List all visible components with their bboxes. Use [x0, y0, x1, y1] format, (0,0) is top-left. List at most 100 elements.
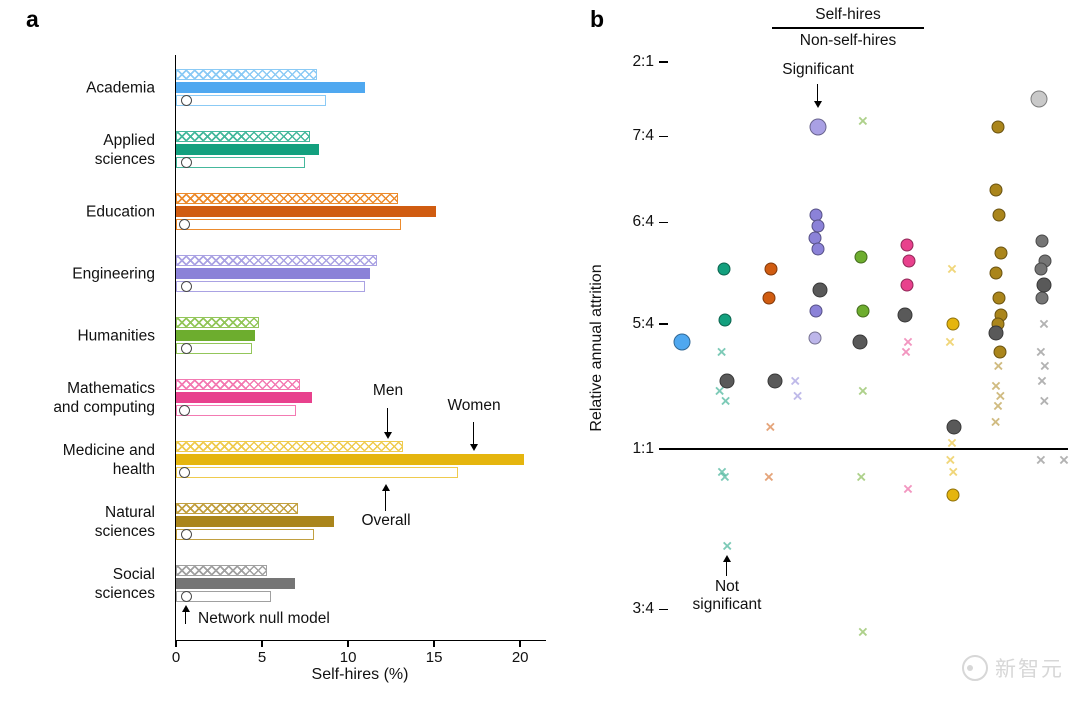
bar-women-solid: [176, 392, 312, 403]
scatter-point: [989, 183, 1003, 197]
scatter-x-mark: ×: [993, 396, 1003, 416]
category-axis-labels: Academia Applied sciences Education Engineer…: [0, 55, 165, 640]
null-model-arrow-icon: [181, 605, 190, 624]
category-label: Social sciences: [94, 566, 155, 602]
x-tick-label: 10: [339, 649, 357, 666]
panel-b: b Relative annual attrition Self-hires N…: [560, 0, 1080, 703]
scatter-point: [856, 304, 870, 318]
scatter-x-mark: ×: [948, 462, 959, 482]
scatter-x-mark: ×: [1059, 450, 1069, 470]
y-tick-label: 1:1: [632, 439, 654, 457]
women-arrow-icon: [469, 422, 478, 451]
scatter-x-mark: ×: [857, 381, 868, 401]
scatter-x-mark: ×: [995, 386, 1006, 406]
null-model-marker: [180, 343, 192, 354]
bar-men-hatched: [176, 441, 404, 452]
panel-a: a Academia Applied sciences Education Engine…: [0, 6, 546, 683]
not-significant-line2: significant: [692, 596, 762, 613]
scatter-point: [809, 304, 823, 318]
scatter-x-mark: ×: [857, 622, 868, 642]
watermark-text: 新智元: [995, 658, 1064, 681]
scatter-x-mark: ×: [947, 259, 957, 279]
bar-women-solid: [176, 516, 335, 527]
scatter-point: [992, 291, 1006, 305]
bar-women-solid: [176, 82, 366, 93]
bar-men-hatched: [176, 565, 268, 576]
scatter-x-mark: ×: [763, 467, 774, 487]
category-label: Mathematics and computing: [53, 380, 155, 416]
bar-overall-open: [176, 467, 459, 478]
significant-label: Significant: [782, 61, 854, 78]
bar-plot-area: 0 5 10 15 20: [172, 55, 546, 666]
bar-women-solid: [176, 206, 436, 217]
scatter-point: [992, 208, 1006, 222]
scatter-point: [1034, 262, 1048, 276]
y-tick-label: 3:4: [632, 600, 654, 618]
scatter-point: [1030, 90, 1048, 108]
x-tick: [347, 640, 349, 647]
x-tick-label: 5: [257, 649, 267, 666]
scatter-point: [900, 238, 914, 252]
watermark-logo-icon: [962, 655, 988, 681]
category-label: Applied sciences: [94, 132, 155, 168]
scatter-point: [762, 291, 776, 305]
scatter-point: [811, 242, 825, 256]
scatter-x-mark: ×: [790, 371, 801, 391]
scatter-point-domain-estimate: [812, 282, 828, 298]
scatter-point-domain-estimate: [1036, 277, 1052, 293]
y-tick: [659, 135, 668, 138]
bar-overall-open: [176, 157, 306, 168]
scatter-x-mark: ×: [903, 479, 913, 499]
scatter-plot-area: 2:1 7:4 6:4 5:4 1:1 3:4 × × × × × × × × × × × × × × × × × × × × × ×…: [632, 48, 1069, 648]
y-tick: [659, 448, 668, 450]
y-tick-label: 5:4: [632, 315, 654, 333]
y-tick: [659, 608, 668, 611]
scatter-x-mark: ×: [1035, 342, 1046, 362]
bar-overall-open: [176, 95, 326, 106]
x-tick: [175, 640, 177, 647]
scatter-x-mark: ×: [856, 467, 867, 487]
category-label: Medicine and health: [62, 442, 155, 478]
scatter-point: [1035, 234, 1049, 248]
null-model-marker: [180, 591, 192, 602]
scatter-point: [946, 317, 960, 331]
scatter-point: [989, 266, 1003, 280]
bar-overall-open: [176, 343, 252, 354]
scatter-x-mark: ×: [716, 342, 727, 362]
scatter-x-mark: ×: [947, 433, 957, 453]
x-tick-label: 20: [511, 649, 529, 666]
scatter-point: [991, 120, 1005, 134]
x-axis-title: Self-hires (%): [311, 666, 409, 683]
bar-women-solid: [176, 578, 295, 589]
panel-b-letter: b: [590, 6, 605, 32]
bar-overall-open: [176, 529, 314, 540]
legend-men-label: Men: [372, 382, 404, 399]
fraction-line: [772, 27, 924, 29]
x-tick-label: 15: [425, 649, 443, 666]
men-arrow-icon: [383, 408, 392, 439]
scatter-point: [809, 118, 827, 136]
null-model-label: Network null model: [198, 610, 330, 627]
one-to-one-line: [668, 448, 1068, 450]
y-tick: [659, 323, 668, 326]
scatter-x-mark: ×: [722, 536, 733, 556]
category-label: Engineering: [72, 265, 155, 283]
scatter-x-mark: ×: [719, 467, 730, 487]
y-tick-label: 2:1: [632, 52, 654, 70]
scatter-point: [854, 250, 868, 264]
scatter-x-mark: ×: [717, 462, 727, 482]
watermark: 新智元: [962, 653, 1064, 683]
category-label: Humanities: [77, 327, 155, 345]
scatter-x-mark: ×: [945, 450, 956, 470]
scatter-x-mark: ×: [990, 412, 1001, 432]
scatter-x-mark: ×: [903, 332, 913, 352]
ratio-denominator: Non-self-hires: [799, 31, 897, 49]
null-model-marker: [180, 529, 192, 540]
x-tick: [261, 640, 263, 647]
bar-overall-open: [176, 591, 271, 602]
scatter-x-mark: ×: [857, 111, 868, 131]
category-label: Natural sciences: [94, 504, 155, 540]
not-significant-line1: Not: [714, 578, 740, 595]
scatter-x-mark: ×: [1035, 450, 1046, 470]
